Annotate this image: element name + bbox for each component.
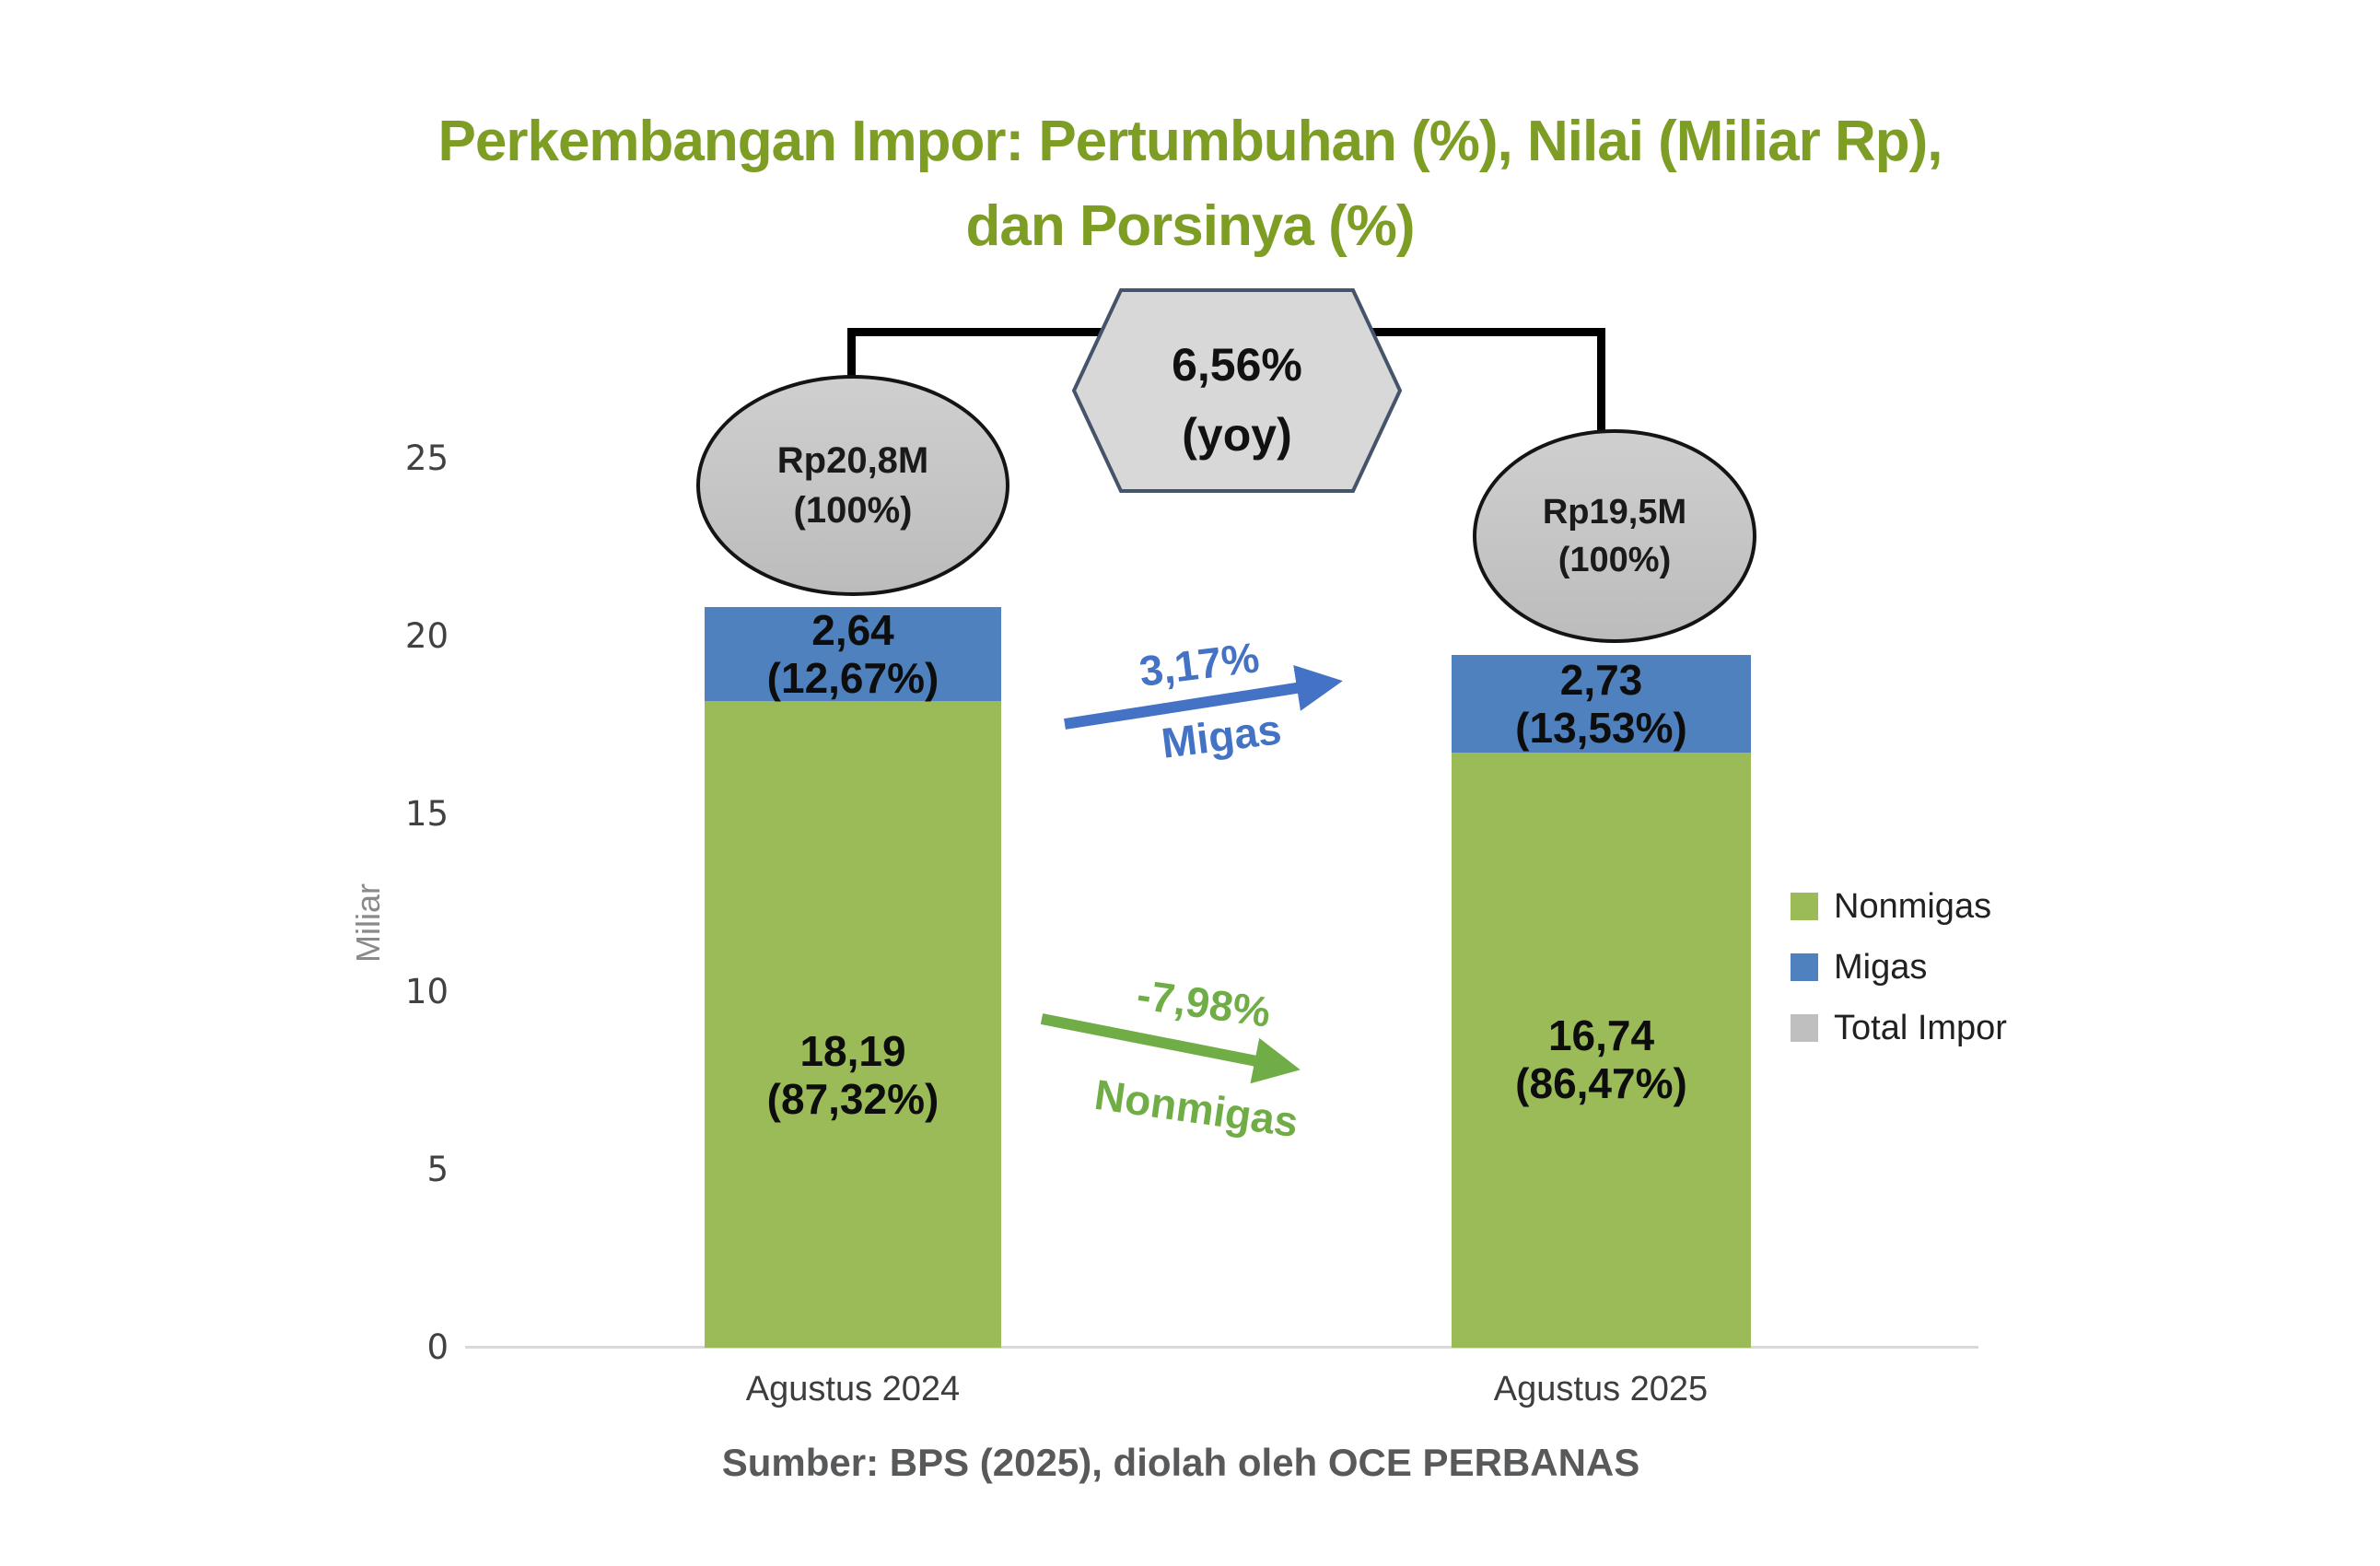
segment-value: 16,74: [1547, 1011, 1655, 1059]
legend-label: Nonmigas: [1834, 886, 1992, 926]
x-axis-label: Agustus 2025: [1493, 1370, 1709, 1408]
migas-growth-label: Migas: [1159, 705, 1284, 767]
legend-swatch: [1791, 1014, 1818, 1042]
y-tick-label: 25: [404, 438, 449, 478]
segment-value: 2,64: [811, 605, 894, 654]
chart-title-line1: Perkembangan Impor: Pertumbuhan (%), Nil…: [438, 110, 1943, 173]
segment-value: 2,73: [1559, 656, 1643, 705]
legend-label: Total Impor: [1834, 1008, 2007, 1047]
bar-segment-migas-agustus-2025: [1452, 655, 1751, 753]
nonmigas-growth-value: -7,98%: [1134, 970, 1274, 1036]
y-tick-label: 0: [426, 1327, 449, 1367]
legend-item-total-impor: Total Impor: [1791, 1008, 2007, 1048]
migas-growth-value: 3,17%: [1137, 633, 1262, 695]
legend-item-nonmigas: Nonmigas: [1791, 886, 2007, 927]
total-bubble-2025-share: (100%): [1558, 541, 1672, 579]
segment-value: 18,19: [799, 1026, 906, 1075]
segment-share: (86,47%): [1515, 1058, 1687, 1107]
chart-title-line2: dan Porsinya (%): [965, 194, 1416, 258]
bar-segment-migas-agustus-2024: [705, 606, 1001, 701]
bar-segment-label: 2,73 (13,53%): [1452, 656, 1751, 752]
source-note: Sumber: BPS (2025), diolah oleh OCE PERB…: [721, 1441, 1640, 1484]
y-tick-label: 5: [426, 1150, 449, 1189]
yoy-growth-value: 6,56%: [1172, 339, 1302, 391]
nonmigas-growth-label: Nonmigas: [1091, 1069, 1301, 1147]
connector-right-stub: [1597, 328, 1605, 440]
yoy-hexagon: 6,56% (yoy): [1071, 287, 1403, 494]
bar-segment-label: 18,19 (87,32%): [705, 1027, 1001, 1123]
total-bubble-2024: Rp20,8M (100%): [696, 375, 1009, 596]
y-axis-title: Miliar: [349, 883, 387, 963]
segment-share: (13,53%): [1515, 704, 1687, 753]
x-axis-line: [465, 1346, 1978, 1349]
total-bubble-2024-share: (100%): [793, 490, 913, 531]
segment-share: (12,67%): [766, 653, 939, 702]
segment-share: (87,32%): [766, 1074, 939, 1123]
y-tick-label: 10: [404, 972, 449, 1011]
chart-legend: Nonmigas Migas Total Impor: [1791, 886, 2007, 1069]
hexagon-shape: [1071, 288, 1403, 493]
total-bubble-2025-value: Rp19,5M: [1542, 493, 1687, 532]
legend-swatch: [1791, 893, 1818, 920]
legend-label: Migas: [1834, 947, 1928, 987]
bar-segment-label: 16,74 (86,47%): [1452, 1011, 1751, 1107]
legend-item-migas: Migas: [1791, 947, 2007, 988]
bar-segment-nonmigas-agustus-2025: [1452, 752, 1751, 1348]
chart-title: Perkembangan Impor: Pertumbuhan (%), Nil…: [0, 99, 2380, 269]
total-bubble-2024-value: Rp20,8M: [776, 440, 929, 481]
y-tick-label: 20: [404, 616, 449, 656]
bar-segment-label: 2,64 (12,67%): [705, 606, 1001, 702]
y-tick-label: 15: [404, 794, 449, 834]
bar-segment-nonmigas-agustus-2024: [705, 700, 1001, 1348]
x-axis-label: Agustus 2024: [745, 1370, 961, 1408]
total-bubble-2025: Rp19,5M (100%): [1473, 429, 1756, 643]
connector-left-stub: [847, 328, 856, 381]
legend-swatch: [1791, 953, 1818, 981]
yoy-growth-period: (yoy): [1182, 409, 1292, 461]
